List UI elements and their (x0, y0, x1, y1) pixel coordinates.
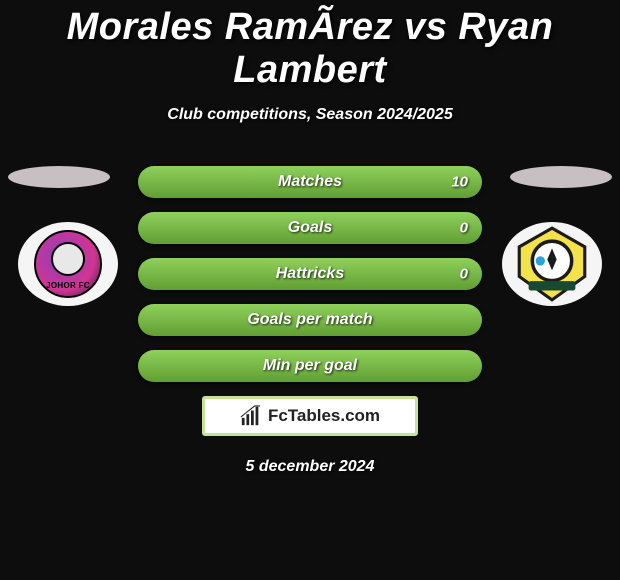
stat-row: Min per goal (138, 350, 482, 382)
johor-fc-crest-icon (34, 230, 102, 298)
right-name-ellipse (510, 166, 612, 188)
date: 5 december 2024 (0, 458, 620, 476)
comparison-panel: Matches 10 Goals 0 Hattricks 0 Goals per… (0, 166, 620, 476)
stat-value-right: 0 (460, 220, 468, 237)
right-team-badge (502, 222, 602, 306)
stat-row: Goals 0 (138, 212, 482, 244)
stat-row: Hattricks 0 (138, 258, 482, 290)
stat-bars: Matches 10 Goals 0 Hattricks 0 Goals per… (138, 166, 482, 382)
subtitle: Club competitions, Season 2024/2025 (0, 106, 620, 124)
stat-row: Matches 10 (138, 166, 482, 198)
kl-crest-icon (513, 225, 591, 303)
brand-box: FcTables.com (202, 396, 418, 436)
stat-label: Goals per match (138, 311, 482, 329)
bar-chart-icon (240, 405, 262, 427)
stat-label: Matches (138, 173, 482, 191)
brand-text: FcTables.com (268, 406, 380, 426)
stat-value-right: 0 (460, 266, 468, 283)
page-title: Morales RamÃ­rez vs Ryan Lambert (0, 0, 620, 92)
stat-row: Goals per match (138, 304, 482, 336)
left-name-ellipse (8, 166, 110, 188)
stat-label: Min per goal (138, 357, 482, 375)
stat-value-right: 10 (451, 174, 468, 191)
stat-label: Hattricks (138, 265, 482, 283)
left-team-badge (18, 222, 118, 306)
stat-label: Goals (138, 219, 482, 237)
